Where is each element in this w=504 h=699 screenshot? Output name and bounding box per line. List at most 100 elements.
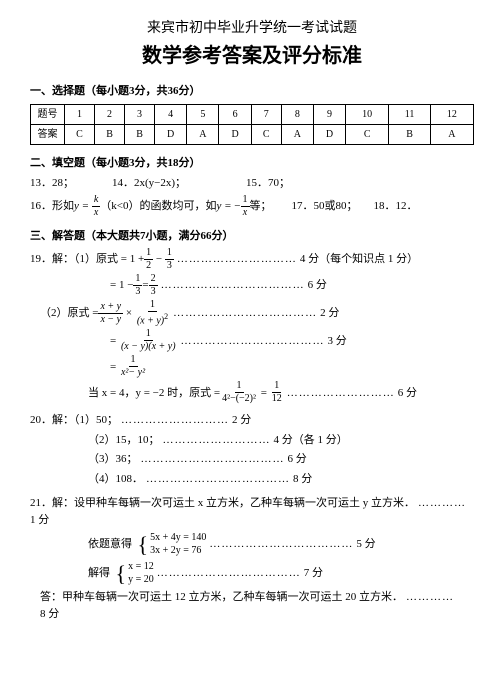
cell: 1 [65, 104, 95, 124]
text: 15．70； [246, 175, 290, 192]
fraction: x + yx − y [98, 302, 123, 325]
equation-system: {x = 12y = 20 [116, 560, 154, 586]
q20-line: （4）108． ……………………………… 8 分 [30, 471, 474, 488]
points: 4 分（各 1 分） [274, 432, 348, 449]
dots: ……………………… [287, 385, 395, 402]
points: 7 分 [304, 565, 323, 582]
cell: C [346, 124, 389, 144]
fraction: 1x²− y² [119, 355, 147, 378]
q20-line: 20．解：（1）50； ……………………… 2 分 [30, 412, 474, 429]
section1-head: 一、选择题（每小题3分，共36分） [30, 83, 474, 100]
text: 17．50或80； [292, 198, 358, 215]
answer-table: 题号 123456789101112 答案 CBBDADCADCBA [30, 104, 474, 145]
cell: B [389, 124, 431, 144]
cell: 2 [95, 104, 125, 124]
text: y = [216, 198, 231, 215]
text: （4）108． [88, 471, 143, 488]
q21-line: 解得 {x = 12y = 20 ……………………………… 7 分 [30, 560, 474, 586]
points: 5 分 [356, 536, 375, 553]
cell: D [219, 124, 251, 144]
q19p2-line: = 1x²− y² [30, 355, 474, 378]
q21-line: 21．解：设甲种车每辆一次可运土 x 立方米，乙种车每辆一次可运土 y 立方米．… [30, 495, 474, 528]
dots: ……………………………… [141, 451, 285, 468]
cell: D [313, 124, 345, 144]
fraction: 13 [165, 248, 174, 271]
q21-line: 答：甲种车每辆一次可运土 12 立方米，乙种车每辆一次可运土 20 立方米． …… [30, 589, 474, 622]
cell-label: 答案 [31, 124, 65, 144]
q19p2-line: = 1(x − y)(x + y) ……………………………… 3 分 [30, 329, 474, 352]
text: y = [74, 198, 89, 215]
cell: A [187, 124, 219, 144]
dots: ……………………… [121, 412, 229, 429]
points: 3 分 [328, 333, 347, 350]
q19p2-line: 当 x = 4，y = −2 时，原式 = 14²−(−2)² = 112 ……… [30, 381, 474, 404]
cell: 5 [187, 104, 219, 124]
text: 20．解：（1）50； [30, 412, 118, 429]
dots: ……………………………… [209, 536, 353, 553]
points: 8 分 [293, 471, 312, 488]
dots: ……………………………… [157, 565, 301, 582]
dots: ……………………………… [173, 305, 317, 322]
points: 2 分 [232, 412, 251, 429]
q20-line: （3）36； ……………………………… 6 分 [30, 451, 474, 468]
points: 2 分 [320, 305, 339, 322]
fill-line: 16．形如 y = kx （k<0）的函数均可，如 y = − 1x 等； 17… [30, 195, 474, 218]
fraction: 14²−(−2)² [220, 381, 258, 404]
cell: 12 [430, 104, 473, 124]
text: = 1 − [110, 277, 133, 294]
fraction: 23 [149, 274, 158, 297]
subtitle: 来宾市初中毕业升学统一考试试题 [30, 18, 474, 39]
fraction: 1x [241, 195, 250, 218]
dots: ……………………… [163, 432, 271, 449]
equation-system: {5x + 4y = 1403x + 2y = 76 [138, 531, 207, 557]
q19-line: = 1 − 13 = 23 ……………………………… 6 分 [30, 274, 474, 297]
main-title: 数学参考答案及评分标准 [30, 41, 474, 71]
dots: ………… [418, 495, 466, 512]
dots: ……………………………… [146, 471, 290, 488]
fraction: 13 [133, 274, 142, 297]
cell: B [95, 124, 125, 144]
q19-line: 19．解：（1）原式 = 1 + 12 − 13 ………………………… 4 分（… [30, 248, 474, 271]
text: 16．形如 [30, 198, 74, 215]
text: 等； [250, 198, 272, 215]
points: 1 分 [30, 512, 49, 529]
table-row: 题号 123456789101112 [31, 104, 474, 124]
fraction: 112 [270, 381, 284, 404]
cell: D [155, 124, 187, 144]
q20-line: （2）15，10； ……………………… 4 分（各 1 分） [30, 432, 474, 449]
q19p2-line: （2）原式 = x + yx − y × 1(x + y)2 ………………………… [30, 300, 474, 326]
q21-line: 依题意得 {5x + 4y = 1403x + 2y = 76 ……………………… [30, 531, 474, 557]
cell: 11 [389, 104, 431, 124]
text: 答：甲种车每辆一次可运土 12 立方米，乙种车每辆一次可运土 20 立方米． [40, 589, 403, 606]
text: 13．28； [30, 175, 74, 192]
text: 18．12． [374, 198, 418, 215]
points: 6 分 [398, 385, 417, 402]
cell: A [430, 124, 473, 144]
text: 解得 [88, 565, 110, 582]
cell: 4 [155, 104, 187, 124]
dots: ………………………… [177, 251, 297, 268]
text: 依题意得 [88, 536, 132, 553]
dots: ………… [406, 589, 454, 606]
fraction: kx [92, 195, 100, 218]
cell: 7 [251, 104, 281, 124]
text: 21．解：设甲种车每辆一次可运土 x 立方米，乙种车每辆一次可运土 y 立方米． [30, 495, 415, 512]
fraction: 1(x − y)(x + y) [119, 329, 178, 352]
text: 19．解：（1）原式 = 1 + [30, 251, 144, 268]
points: 4 分（每个知识点 1 分） [300, 251, 418, 268]
cell: C [251, 124, 281, 144]
cell: A [281, 124, 313, 144]
cell: 8 [281, 104, 313, 124]
text: 当 x = 4，y = −2 时，原式 = [88, 385, 220, 402]
text: （2）原式 = [40, 305, 98, 322]
text: （2）15，10； [88, 432, 160, 449]
fill-line: 13．28； 14．2x(y−2x)； 15．70； [30, 175, 474, 192]
cell: C [65, 124, 95, 144]
cell-label: 题号 [31, 104, 65, 124]
cell: 3 [125, 104, 155, 124]
section3-head: 三、解答题（本大题共7小题，满分66分） [30, 228, 474, 245]
text: （k<0）的函数均可，如 [100, 198, 216, 215]
points: 6 分 [288, 451, 307, 468]
cell: 9 [313, 104, 345, 124]
table-row: 答案 CBBDADCADCBA [31, 124, 474, 144]
